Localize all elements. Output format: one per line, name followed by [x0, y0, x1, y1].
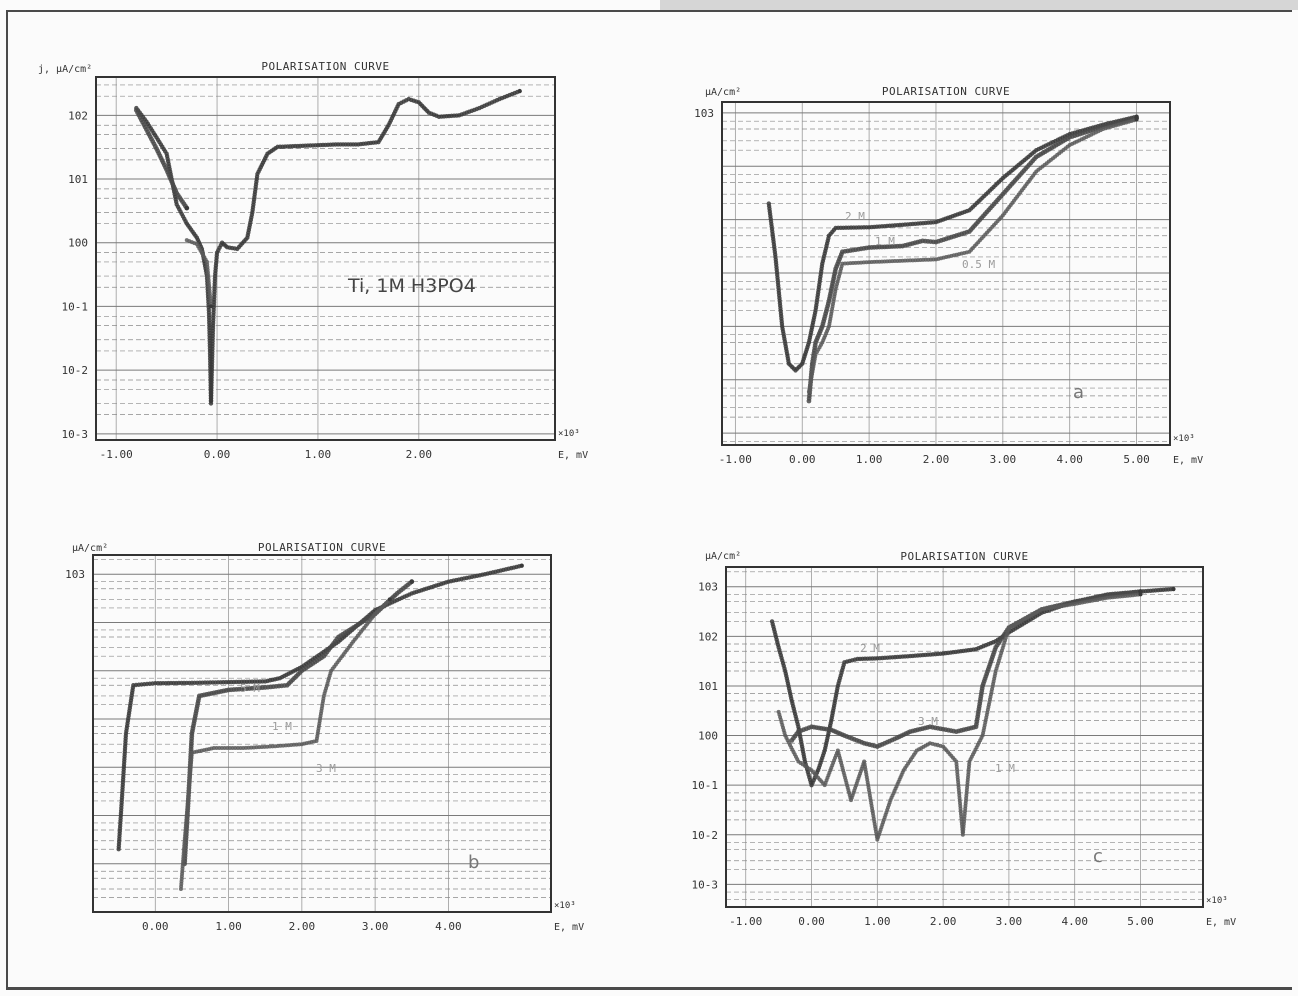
x-axis-label: E, mV — [1206, 917, 1236, 928]
top-shade-strip — [660, 0, 1298, 10]
series-label: 3 M — [316, 762, 336, 775]
chart-panel-1: POLARISATION CURVE j, µA/cm² E, mV ×10³ -1.0… — [38, 60, 588, 461]
x-tick-label: 0.00 — [204, 448, 231, 461]
x-tick-label: 1.00 — [305, 448, 332, 461]
series-1 — [766, 114, 1139, 373]
series-label: 1 M — [272, 720, 292, 733]
series-3 — [776, 592, 1143, 842]
series-3 — [178, 597, 392, 891]
y-axis-label: µA/cm² — [705, 551, 741, 562]
y-tick-label: 10-1 — [692, 779, 719, 792]
x-tick-label: 1.00 — [864, 915, 891, 928]
plot-annotation: Ti, 1M H3PO4 — [347, 275, 476, 297]
plot-frame — [92, 554, 552, 913]
series-2 — [133, 107, 190, 211]
y-tick-label: 102 — [68, 109, 88, 122]
y-axis-label: µA/cm² — [705, 87, 741, 98]
x-axis-label: E, mV — [558, 450, 588, 461]
series-3 — [806, 117, 1139, 394]
data-point — [209, 304, 214, 309]
panel-letter: c — [1093, 846, 1103, 867]
x-tick-label: 1.00 — [856, 453, 883, 466]
data-point — [519, 563, 524, 568]
x-tick-label: 0.00 — [789, 453, 816, 466]
panel-letter: a — [1073, 382, 1084, 403]
x-multiplier-label: ×10³ — [1173, 434, 1195, 444]
x-multiplier-label: ×10³ — [558, 429, 580, 439]
x-tick-label: 2.00 — [930, 915, 957, 928]
y-tick-label: 10-2 — [692, 829, 719, 842]
page-frame — [6, 10, 1292, 990]
x-tick-label: 4.00 — [1061, 915, 1088, 928]
plot-frame — [725, 566, 1204, 908]
series-label: 2 M — [845, 210, 865, 223]
panel-letter: b — [468, 852, 479, 873]
y-tick-label: 103 — [65, 568, 85, 581]
data-point — [1134, 117, 1139, 122]
x-tick-label: 2.00 — [406, 448, 433, 461]
y-tick-label: 103 — [694, 107, 714, 120]
series-label: 0.5 M — [962, 258, 995, 271]
y-tick-label: 101 — [698, 680, 718, 693]
chart-title: POLARISATION CURVE — [261, 60, 389, 73]
x-axis-label: E, mV — [1173, 455, 1203, 466]
y-tick-label: 10-1 — [62, 300, 89, 313]
chart-panel-2: POLARISATION CURVE µA/cm² E, mV ×10³ -1.00 0.… — [694, 85, 1203, 466]
y-tick-label: 10-2 — [62, 364, 89, 377]
x-tick-label: 2.00 — [923, 453, 950, 466]
y-axis-label: µA/cm² — [72, 543, 108, 554]
data-point — [1138, 592, 1143, 597]
data-point — [387, 597, 392, 602]
x-tick-label: 4.00 — [435, 920, 462, 933]
chart-panel-4: POLARISATION CURVE µA/cm² E, mV ×10³ -1.00 0.… — [692, 550, 1237, 928]
chart-title: POLARISATION CURVE — [258, 541, 386, 554]
y-tick-label: 103 — [698, 581, 718, 594]
plot-frame — [721, 101, 1171, 446]
x-tick-label: 3.00 — [996, 915, 1023, 928]
x-tick-label: 2.00 — [289, 920, 316, 933]
x-tick-label: -1.00 — [729, 915, 762, 928]
chart-panel-3: POLARISATION CURVE µA/cm² E, mV ×10³ 0.00 1.0… — [65, 541, 584, 933]
x-multiplier-label: ×10³ — [1206, 896, 1228, 906]
y-tick-label: 10-3 — [62, 428, 89, 441]
chart-title: POLARISATION CURVE — [900, 550, 1028, 563]
plot-frame — [95, 76, 556, 441]
x-multiplier-label: ×10³ — [554, 901, 576, 911]
series-label: 2 M — [860, 642, 880, 655]
data-point — [1138, 589, 1143, 594]
series-label: 3 M — [918, 715, 938, 728]
y-tick-label: 102 — [698, 630, 718, 643]
x-tick-label: 0.00 — [142, 920, 169, 933]
y-tick-label: 101 — [68, 173, 88, 186]
x-tick-label: 3.00 — [362, 920, 389, 933]
chart-title: POLARISATION CURVE — [882, 85, 1010, 98]
y-axis-label: j, µA/cm² — [38, 64, 92, 75]
x-tick-label: -1.00 — [100, 448, 133, 461]
x-tick-label: 5.00 — [1123, 453, 1150, 466]
y-tick-label: 10-3 — [692, 878, 719, 891]
x-tick-label: 5.00 — [1127, 915, 1154, 928]
data-point — [517, 88, 522, 94]
series-label: 1 M — [995, 762, 1015, 775]
y-tick-label: 100 — [698, 730, 718, 743]
x-tick-label: 1.00 — [215, 920, 242, 933]
x-axis-label: E, mV — [554, 922, 584, 933]
series-label: 5 M — [240, 682, 260, 695]
x-tick-label: 4.00 — [1056, 453, 1083, 466]
y-tick-label: 100 — [68, 237, 88, 250]
series-label: 1 M — [875, 235, 895, 248]
x-tick-label: -1.00 — [719, 453, 752, 466]
series-1 — [134, 88, 522, 406]
data-point — [1171, 586, 1176, 592]
x-tick-label: 0.00 — [798, 915, 825, 928]
data-point — [184, 205, 190, 211]
data-point — [409, 579, 415, 585]
x-tick-label: 3.00 — [990, 453, 1017, 466]
series-3 — [184, 238, 214, 309]
